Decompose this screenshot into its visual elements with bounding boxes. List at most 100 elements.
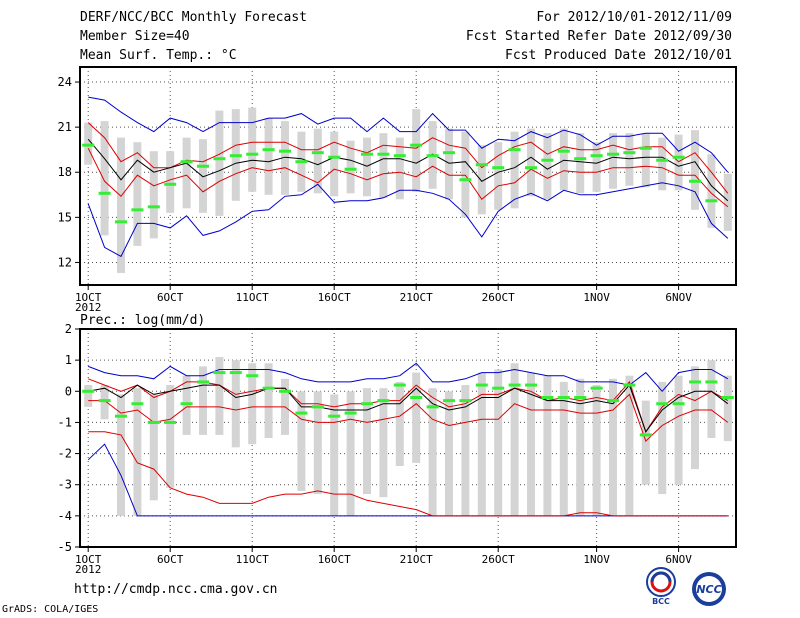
temp-member-box xyxy=(100,121,109,236)
prec-member-box xyxy=(395,381,404,467)
prec-ytick-label: -3 xyxy=(58,478,72,492)
temp-observed-mark xyxy=(639,146,652,150)
prec-observed-mark xyxy=(459,399,472,403)
prec-xtick-label: 1NOV xyxy=(583,553,610,566)
prec-member-box xyxy=(363,388,371,495)
prec-xtick-label: 6NOV xyxy=(665,553,692,566)
prec-observed-mark xyxy=(590,386,603,390)
temp-member-box xyxy=(592,142,601,192)
temp-frame xyxy=(79,66,737,286)
prec-mean-line xyxy=(88,384,729,433)
grads-credit: GrADS: COLA/IGES xyxy=(2,604,99,615)
temp-observed-mark xyxy=(541,158,554,162)
prec-ytick-label: -1 xyxy=(58,415,72,429)
prec-member-box xyxy=(494,369,503,516)
prec-member-box xyxy=(117,394,125,516)
temp-member-box xyxy=(674,134,683,191)
prec-observed-mark xyxy=(180,402,193,406)
temp-observed-mark xyxy=(344,167,357,171)
temp-observed-mark xyxy=(508,148,521,152)
temp-min-line xyxy=(87,182,729,258)
temp-xtick-label: 21OCT xyxy=(400,291,433,304)
prec-observed-mark xyxy=(82,389,95,393)
temp-ytick-label: 15 xyxy=(58,210,72,224)
prec-observed-mark xyxy=(656,402,669,406)
bcc-logo: BCC xyxy=(646,567,676,606)
prec-observed-mark xyxy=(213,371,226,375)
temp-member-box xyxy=(313,128,322,194)
prec-member-box xyxy=(658,381,667,495)
prec-member-box xyxy=(297,391,306,491)
temp-member-box xyxy=(395,137,404,200)
temp-member-box xyxy=(510,131,519,209)
temp-member-box xyxy=(559,128,568,191)
prec-observed-mark xyxy=(475,383,488,387)
prec-observed-mark xyxy=(721,396,734,400)
prec-observed-mark xyxy=(229,371,242,375)
temp-member-box xyxy=(723,173,732,231)
prec-ytick-label: 2 xyxy=(65,322,72,336)
temp-observed-mark xyxy=(377,152,390,156)
temp-xtick-label: 1OCT xyxy=(75,291,102,304)
prec-observed-mark xyxy=(672,402,685,406)
prec-observed-mark xyxy=(410,396,423,400)
temp-observed-mark xyxy=(262,148,275,152)
temp-member-box xyxy=(658,137,667,191)
temp-observed-mark xyxy=(705,199,718,203)
temp-xtick-label: 1NOV xyxy=(583,291,610,304)
prec-xtick-label: 21OCT xyxy=(400,553,433,566)
temp-member-box xyxy=(543,133,552,200)
temp-observed-mark xyxy=(197,164,209,168)
temp-observed-mark xyxy=(164,182,177,186)
temp-mean-line xyxy=(87,138,729,202)
temp-observed-mark xyxy=(459,178,472,182)
prec-ytick-label: -4 xyxy=(58,509,72,523)
prec-member-box xyxy=(641,400,650,485)
prec-member-box xyxy=(313,391,322,495)
prec-observed-mark xyxy=(426,405,439,409)
prec-observed-mark xyxy=(492,386,505,390)
temp-observed-mark xyxy=(475,163,488,167)
prec-member-box xyxy=(428,388,437,516)
temp-observed-mark xyxy=(246,152,259,156)
prec-observed-mark xyxy=(705,380,718,384)
temp-member-box xyxy=(330,131,339,197)
temp-xtick-label: 11OCT xyxy=(236,291,269,304)
prec-member-box xyxy=(412,372,421,463)
temp-member-box xyxy=(494,142,503,210)
temp-p25-line xyxy=(87,147,729,208)
temp-member-box xyxy=(576,133,585,194)
prec-member-box xyxy=(527,372,535,516)
prec-member-box xyxy=(461,385,470,516)
prec-xtick-label: 16OCT xyxy=(318,553,351,566)
temp-member-box xyxy=(379,133,388,198)
temp-observed-mark xyxy=(82,143,95,147)
prec-observed-mark xyxy=(246,374,259,378)
prec-member-box xyxy=(543,375,552,516)
prec-member-box xyxy=(592,385,601,516)
prec-member-box xyxy=(199,366,207,435)
temp-observed-mark xyxy=(623,151,636,155)
prec-observed-mark xyxy=(361,402,373,406)
prec-member-box xyxy=(559,381,568,516)
temp-observed-mark xyxy=(410,143,423,147)
prec-xtick-label: 26OCT xyxy=(482,553,515,566)
temp-observed-mark xyxy=(131,208,144,212)
prec-member-box xyxy=(477,372,486,516)
variable-label: Mean Surf. Temp.: °C xyxy=(80,48,237,63)
prec-observed-mark xyxy=(557,396,570,400)
prec-member-box xyxy=(510,363,519,516)
temp-member-box xyxy=(412,109,421,192)
temp-ytick-label: 24 xyxy=(58,75,72,89)
ncc-logo: NCC xyxy=(692,572,726,606)
temp-member-box xyxy=(641,133,650,188)
prec-member-box xyxy=(149,394,158,501)
prec-observed-mark xyxy=(689,380,701,384)
temp-observed-mark xyxy=(147,205,160,209)
prec-observed-mark xyxy=(639,433,652,437)
prec-title: Prec.: log(mm/d) xyxy=(80,313,205,328)
temp-member-box xyxy=(625,133,634,186)
prec-observed-mark xyxy=(164,420,177,424)
prec-observed-mark xyxy=(147,420,160,424)
